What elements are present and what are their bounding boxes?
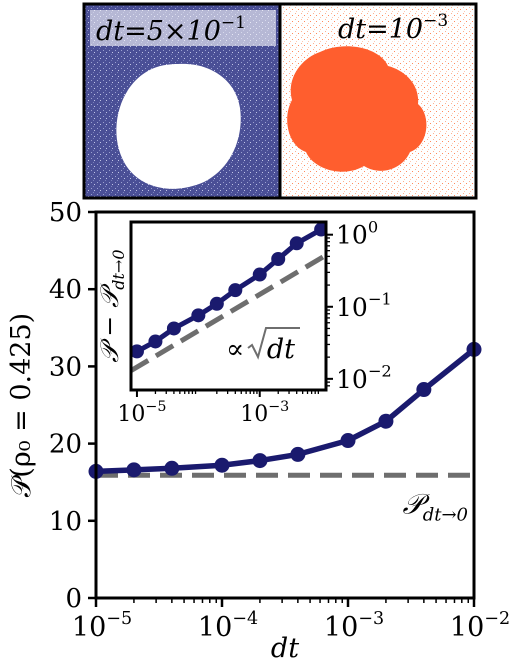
inset-reference-label-prefix: ∝	[226, 334, 253, 365]
x-tick-label-exp: −4	[232, 609, 258, 629]
inset-y-tick-label-base: 10	[336, 365, 368, 394]
series-line	[96, 347, 474, 475]
inset-y-axis-label: 𝒫 − 𝒫dt→0	[95, 249, 128, 362]
snapshot-right-blob	[287, 46, 427, 172]
inset-data-point	[314, 222, 326, 237]
inset-series-line	[135, 227, 323, 354]
snapshot-left-label: dt=5×10	[96, 16, 221, 47]
x-tick-label-exp: −2	[484, 609, 510, 629]
data-point	[290, 446, 306, 462]
snapshot-left-blob	[116, 63, 241, 189]
inset-y-tick-label-exp: −1	[368, 290, 392, 309]
inset-y-axis-label-main: 𝒫 − 𝒫	[95, 283, 124, 363]
inset-x-tick-label-exp: −5	[145, 399, 166, 415]
inset-y-tick-label: 100	[336, 217, 378, 249]
main-axes-frame	[94, 210, 476, 600]
data-point	[252, 453, 268, 469]
inset-data-point	[131, 344, 144, 359]
inset-data-point	[148, 334, 163, 349]
snapshot-left-panel: dt=5×10−1	[84, 4, 280, 198]
snapshot-right-label: dt=10	[338, 14, 423, 45]
data-point	[416, 382, 432, 398]
x-axis-label: dt	[271, 633, 299, 663]
inset-x-tick-label: 10−5	[117, 399, 166, 427]
svg-text:dt=10−3: dt=10−3	[338, 11, 448, 45]
inset-data-point	[252, 267, 267, 282]
x-tick-label: 10−2	[450, 609, 510, 643]
y-tick-label: 50	[49, 198, 82, 228]
inset-x-tick-label-base: 10	[240, 402, 268, 427]
y-tick-label: 30	[49, 352, 82, 382]
inset-data-point	[166, 321, 181, 336]
data-point	[378, 413, 394, 429]
x-tick-label: 10−4	[198, 609, 258, 643]
sqrt-sign	[247, 327, 300, 360]
inset-y-tick-label-exp: 0	[368, 217, 378, 236]
inset-data-point	[228, 283, 243, 298]
x-tick-label-base: 10	[72, 612, 106, 643]
snapshot-right-panel: dt=10−3	[280, 4, 476, 198]
data-point	[214, 457, 230, 473]
inset-y-tick-label: 10−2	[336, 362, 392, 394]
inset-y-tick-label-base: 10	[336, 221, 368, 250]
x-tick-label-exp: −5	[106, 609, 132, 629]
y-tick-label: 40	[49, 275, 82, 305]
inset-reference-label-radicand: dt	[267, 334, 295, 365]
inset-data-point	[289, 236, 304, 251]
data-point	[126, 462, 142, 478]
x-tick-label: 10−3	[324, 609, 384, 643]
y-axis-label: 𝒫(ρ₀ = 0.425)	[6, 313, 37, 497]
y-tick-label: 20	[49, 430, 82, 460]
snapshot-left-label-bg	[90, 10, 276, 46]
data-point	[164, 460, 180, 476]
snapshot-right-label-exponent: −3	[423, 11, 448, 31]
y-tick-label: 0	[65, 584, 82, 614]
inset-y-tick-label: 10−1	[336, 290, 392, 322]
snapshot-left-label-exponent: −1	[221, 13, 246, 33]
inset-x-tick-label-base: 10	[117, 402, 145, 427]
inset-data-point	[271, 251, 286, 266]
inset-y-axis-label-sub: dt→0	[109, 249, 128, 289]
inset-y-tick-label-exp: −2	[368, 362, 392, 381]
x-tick-label: 10−5	[72, 609, 132, 643]
svg-text:dt=5×10−1: dt=5×10−1	[96, 13, 246, 47]
data-point	[340, 433, 356, 449]
reference-label-sub: dt→0	[423, 504, 468, 525]
x-tick-label-exp: −3	[358, 609, 384, 629]
inset-x-tick-label-exp: −3	[268, 399, 289, 415]
inset-y-tick-label-base: 10	[336, 293, 368, 322]
inset-data-point	[209, 296, 224, 311]
x-tick-label-base: 10	[324, 612, 358, 643]
inset-x-tick-label: 10−3	[240, 399, 289, 427]
inset-background	[131, 222, 326, 390]
y-tick-label: 10	[49, 507, 82, 537]
inset-reference-label: ∝ dt	[226, 334, 295, 365]
x-tick-label-base: 10	[450, 612, 484, 643]
x-tick-label-base: 10	[198, 612, 232, 643]
reference-label: 𝒫dt→0	[403, 487, 469, 525]
inset-reference-line	[131, 253, 326, 373]
inset-data-point	[191, 308, 206, 323]
